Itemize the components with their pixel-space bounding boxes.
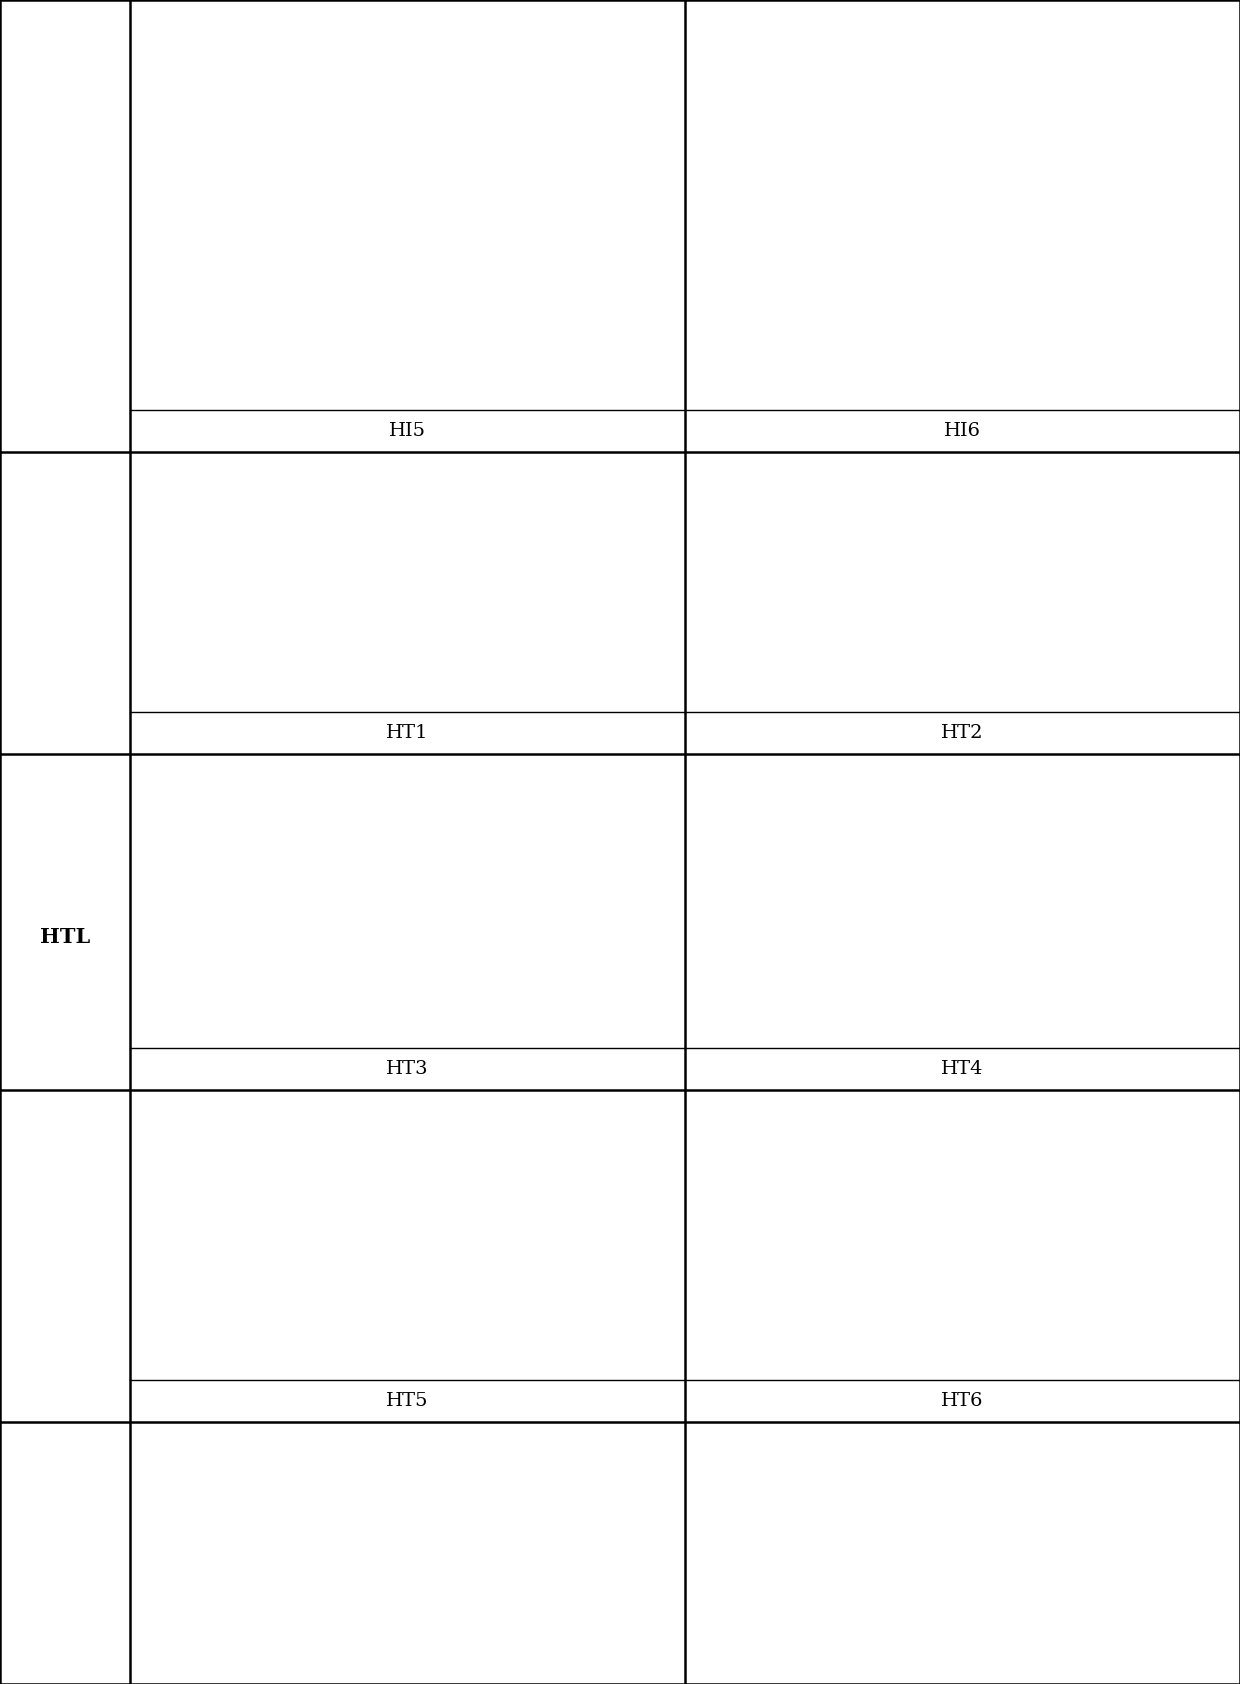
Text: HT2: HT2 [941, 724, 983, 743]
Text: HT4: HT4 [941, 1059, 983, 1078]
Text: HT3: HT3 [386, 1059, 429, 1078]
Text: HTL: HTL [40, 926, 91, 946]
Text: HT5: HT5 [386, 1393, 429, 1410]
Text: HI6: HI6 [944, 423, 981, 440]
Text: HT6: HT6 [941, 1393, 983, 1410]
Text: HT1: HT1 [386, 724, 429, 743]
Text: HI5: HI5 [389, 423, 427, 440]
